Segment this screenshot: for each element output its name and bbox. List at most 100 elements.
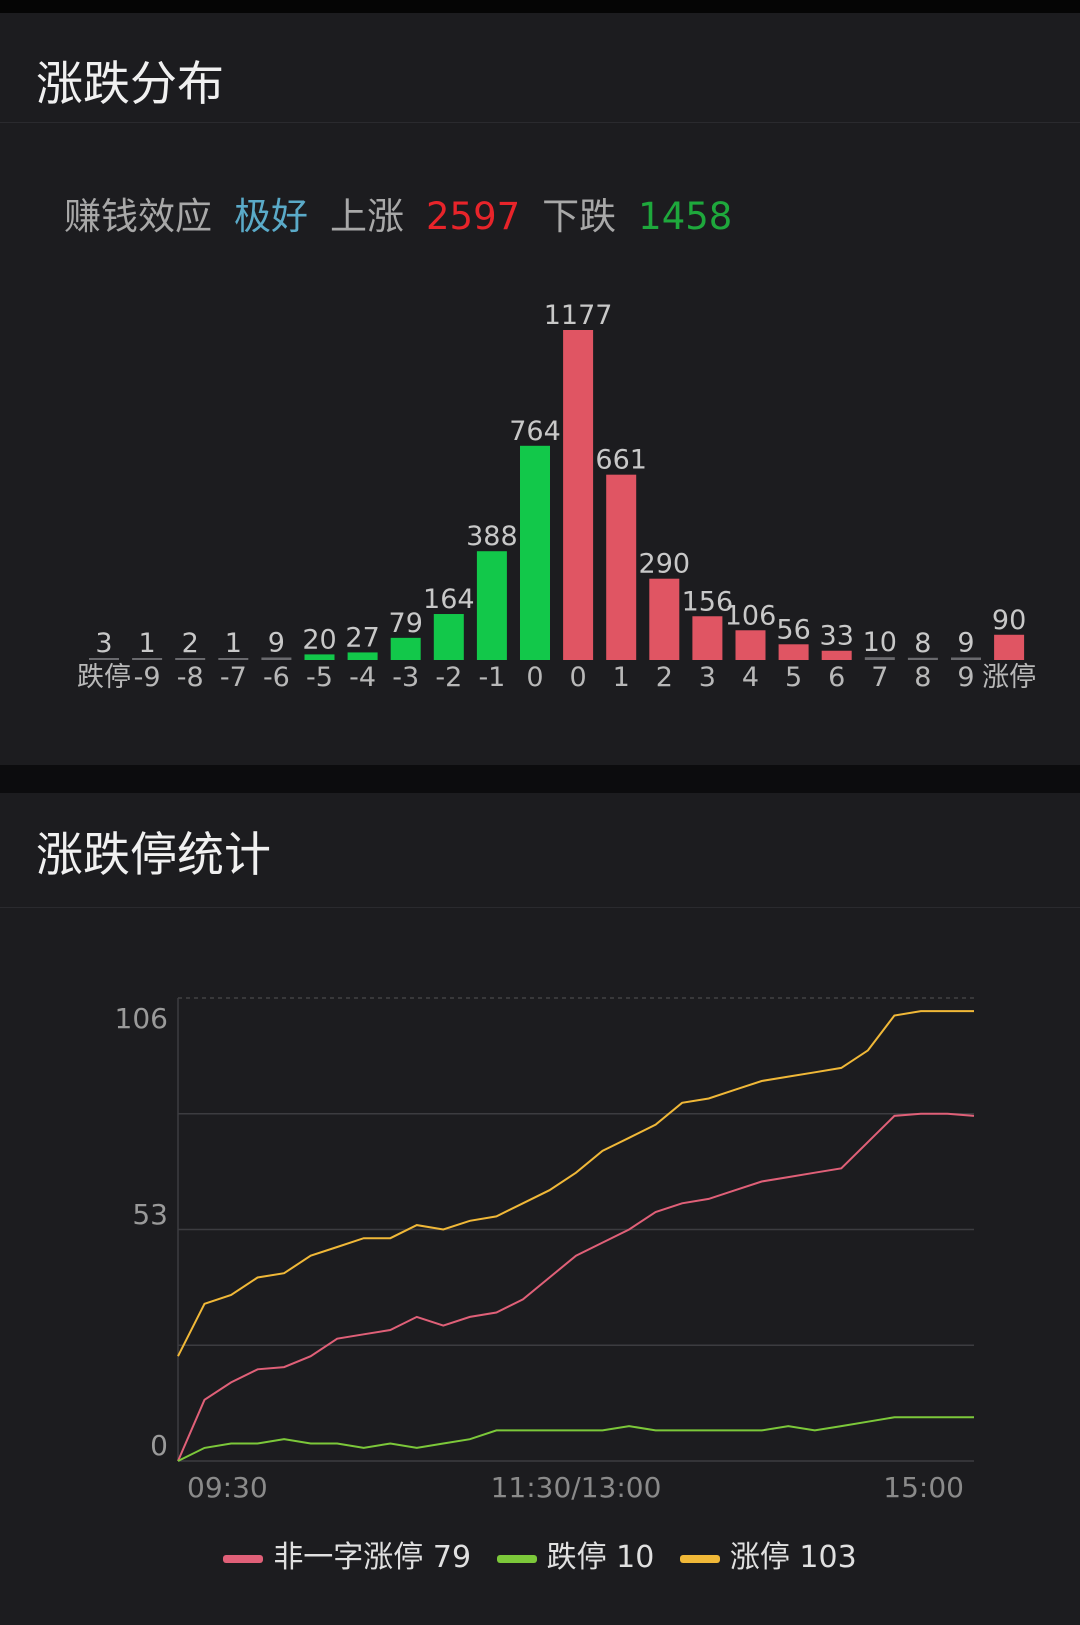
- bar-value-label: 9: [268, 627, 285, 658]
- bar-value-label: 20: [302, 624, 336, 655]
- legend-value: 103: [799, 1540, 857, 1575]
- category-label: -7: [220, 662, 247, 693]
- category-label: 6: [828, 662, 845, 693]
- bar: [304, 654, 335, 660]
- x-tick-label: 09:30: [187, 1471, 268, 1504]
- bar: [864, 657, 895, 660]
- divider: [0, 122, 1080, 123]
- bar: [692, 616, 723, 660]
- bar-value-label: 90: [992, 605, 1026, 636]
- bar: [175, 658, 206, 660]
- distribution-bar-chart: 3跌停1-92-81-79-620-527-479-3164-2388-1764…: [77, 300, 1036, 693]
- bar-value-label: 1177: [544, 300, 613, 331]
- bar-value-label: 1: [225, 628, 242, 659]
- bar: [907, 657, 938, 660]
- series-line: [177, 1010, 974, 1357]
- bar-value-label: 8: [914, 628, 931, 659]
- legend-swatch: [223, 1554, 264, 1563]
- bar: [390, 637, 421, 660]
- bar-value-label: 56: [776, 614, 810, 645]
- category-label: 5: [785, 662, 802, 693]
- category-label: 0: [570, 662, 587, 693]
- legend-name: 跌停: [546, 1540, 607, 1575]
- section-title: 涨跌分布: [36, 57, 224, 112]
- bar: [476, 551, 507, 660]
- y-tick-label: 0: [150, 1429, 168, 1462]
- effect-value: 极好: [234, 195, 308, 238]
- legend-name: 涨停: [729, 1540, 790, 1575]
- summary-row: 赚钱效应 极好 上涨 2597 下跌 1458: [64, 195, 754, 239]
- bar-value-label: 9: [957, 627, 974, 658]
- bar-value-label: 79: [389, 608, 423, 639]
- category-label: 8: [914, 662, 931, 693]
- category-label: -4: [349, 662, 376, 693]
- effect-label: 赚钱效应: [64, 195, 212, 238]
- bar: [563, 330, 594, 660]
- bar-value-label: 10: [863, 627, 897, 658]
- category-label: 2: [656, 662, 673, 693]
- limit-stats-section: 涨跌停统计: [0, 793, 1080, 1625]
- category-label: 1: [613, 662, 630, 693]
- bar: [951, 657, 981, 660]
- status-bar: [0, 0, 1080, 13]
- divider: [0, 907, 1080, 908]
- legend-value: 79: [432, 1540, 472, 1575]
- category-label: 3: [699, 662, 716, 693]
- bar-value-label: 2: [182, 628, 199, 659]
- bar-value-label: 388: [466, 521, 518, 552]
- category-label: 4: [742, 662, 759, 693]
- bar: [778, 644, 809, 660]
- legend: 非一字涨停 79 跌停 10 涨停 103: [0, 1532, 1080, 1576]
- down-label: 下跌: [542, 195, 617, 238]
- bar-value-label: 164: [423, 584, 475, 615]
- y-tick-label: 53: [132, 1198, 168, 1231]
- legend-swatch: [496, 1554, 537, 1563]
- bar: [994, 634, 1025, 660]
- bar-value-label: 3: [95, 628, 112, 659]
- category-label: -5: [306, 662, 333, 693]
- bar: [821, 650, 852, 660]
- bar-value-label: 1: [139, 628, 156, 659]
- category-label: 涨停: [982, 662, 1036, 693]
- bar-value-label: 764: [509, 416, 561, 447]
- category-label: 7: [871, 662, 888, 693]
- bar: [433, 614, 464, 660]
- bar: [606, 474, 637, 660]
- legend-item: 跌停 10: [496, 1532, 655, 1576]
- series-line: [177, 1416, 974, 1462]
- bar: [218, 658, 249, 660]
- y-tick-label: 106: [115, 1002, 168, 1035]
- category-label: -8: [177, 662, 204, 693]
- bar-value-label: 661: [595, 445, 647, 476]
- category-label: -6: [263, 662, 290, 693]
- bar: [735, 630, 766, 660]
- category-label: -9: [134, 662, 161, 693]
- legend-name: 非一字涨停: [273, 1540, 424, 1575]
- legend-item: 非一字涨停 79: [223, 1532, 471, 1576]
- bar: [520, 445, 550, 660]
- category-label: 跌停: [77, 662, 131, 693]
- up-label: 上涨: [330, 195, 404, 238]
- category-label: -2: [435, 662, 462, 693]
- bar: [89, 658, 119, 660]
- category-label: -3: [392, 662, 419, 693]
- x-tick-label: 15:00: [883, 1471, 964, 1504]
- section-title: 涨跌停统计: [36, 828, 271, 883]
- up-value: 2597: [426, 195, 521, 238]
- down-value: 1458: [638, 195, 733, 238]
- bar: [649, 578, 680, 660]
- bar-value-label: 33: [820, 621, 854, 652]
- bar-value-label: 290: [639, 549, 691, 580]
- series-line: [177, 1112, 975, 1462]
- category-label: -1: [478, 662, 505, 693]
- bar: [132, 658, 163, 660]
- bar: [261, 657, 292, 660]
- bar-value-label: 27: [345, 622, 379, 653]
- legend-swatch: [679, 1554, 720, 1563]
- legend-value: 10: [616, 1540, 655, 1575]
- category-label: 0: [526, 662, 543, 693]
- x-tick-label: 11:30/13:00: [491, 1471, 662, 1504]
- bar-value-label: 156: [682, 586, 734, 617]
- legend-item: 涨停 103: [679, 1532, 857, 1576]
